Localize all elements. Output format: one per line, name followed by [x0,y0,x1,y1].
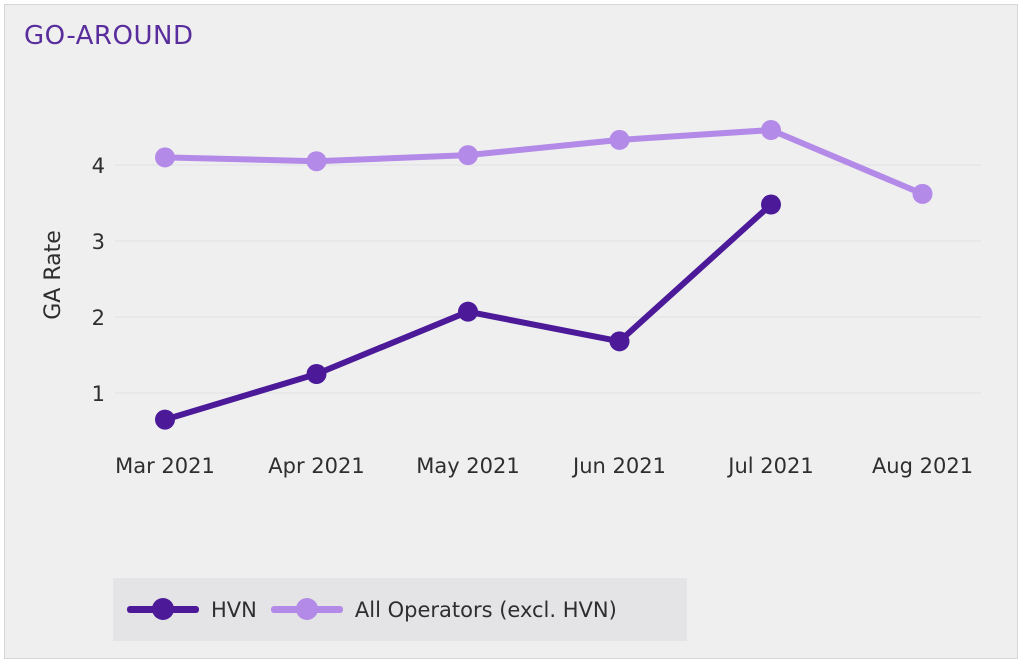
legend-label-hvn: HVN [211,597,257,622]
x-tick-label-5: Aug 2021 [872,454,973,478]
data-point-s0-1 [306,364,327,384]
legend-item-hvn[interactable]: HVN [127,597,257,622]
y-tick-label-4: 4 [92,154,105,178]
data-point-s0-2 [458,301,478,322]
line-chart: 1 2 3 4 Mar 2021 Apr 2021 May 2021 Jun 2021 Jul… [41,120,981,478]
y-tick-label-1: 1 [92,382,105,406]
grid-lines [115,164,981,394]
legend-swatch-all-operators [270,597,343,622]
data-point-s0-0 [155,409,175,430]
chart-title: GO-AROUND [24,21,194,51]
data-point-s1-0 [155,147,175,168]
data-point-s1-4 [761,120,781,141]
y-axis-ticks: 1 2 3 4 [92,154,105,406]
data-point-s1-2 [458,145,478,166]
x-tick-label-2: May 2021 [416,454,520,478]
series-line-1 [162,127,926,197]
series-lines [155,120,933,430]
x-tick-label-4: Jul 2021 [726,454,813,478]
x-axis-ticks: Mar 2021 Apr 2021 May 2021 Jun 2021 Jul 2021… [115,454,973,478]
x-tick-label-1: Apr 2021 [268,454,364,478]
legend-swatch-hvn [127,597,199,622]
data-point-s1-1 [306,151,327,172]
data-point-s1-5 [912,183,933,204]
chart-panel: GO-AROUND 1 2 3 4 Mar 2021 Apr 2021 May 2021 J… [4,4,1018,659]
y-tick-label-3: 3 [92,230,105,254]
x-tick-label-3: Jun 2021 [571,454,666,478]
data-point-s1-3 [609,129,630,150]
x-tick-label-0: Mar 2021 [115,454,215,478]
legend-item-all-operators[interactable]: All Operators (excl. HVN) [270,597,617,622]
data-point-s0-4 [761,194,781,215]
y-tick-label-2: 2 [92,306,105,330]
chart-legend: HVN All Operators (excl. HVN) [113,578,687,641]
y-axis-label: GA Rate [41,230,66,320]
legend-label-all-operators: All Operators (excl. HVN) [354,597,617,622]
data-point-s0-3 [609,331,630,352]
